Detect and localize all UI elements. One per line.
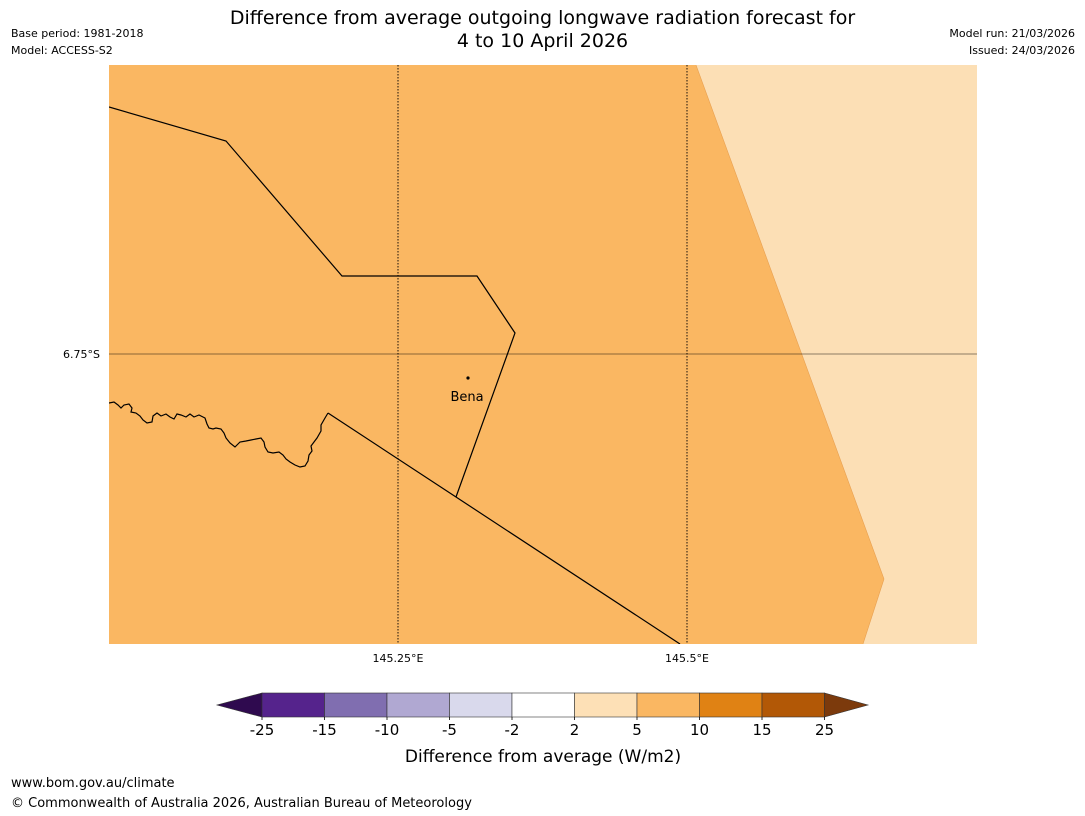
- colorbar-bin: [574, 692, 638, 718]
- map-panel: Bena: [109, 65, 977, 644]
- colorbar-tick-label: -2: [505, 721, 520, 739]
- coastline: [109, 401, 329, 468]
- model-name: Model: ACCESS-S2: [11, 44, 113, 57]
- anomaly-fill-2-to-5: [696, 65, 977, 644]
- colorbar-tick-label: 25: [815, 721, 834, 739]
- colorbar-tick-label: -5: [442, 721, 457, 739]
- footer-copyright: © Commonwealth of Australia 2026, Austra…: [11, 796, 472, 811]
- colorbar-tick-label: 15: [752, 721, 771, 739]
- colorbar-bin: [761, 692, 825, 718]
- colorbar-tick-label: 5: [632, 721, 642, 739]
- colorbar-bin: [449, 692, 513, 718]
- colorbar-tick-label: -15: [312, 721, 337, 739]
- contour-edge-lower: [862, 578, 885, 644]
- colorbar-tick-label: 2: [570, 721, 580, 739]
- colorbar-title: Difference from average (W/m2): [405, 747, 681, 767]
- issued-date: Issued: 24/03/2026: [968, 44, 1075, 57]
- contour-edge: [695, 65, 885, 580]
- colorbar-tick-label: 10: [690, 721, 709, 739]
- colorbar-bin: [324, 692, 388, 718]
- model-run: Model run: 21/03/2026: [949, 27, 1075, 40]
- colorbar-tick-label: -25: [250, 721, 275, 739]
- colorbar-bin: [699, 692, 763, 718]
- province-boundary-south: [327, 412, 681, 644]
- title-line-2: 4 to 10 April 2026: [456, 30, 629, 52]
- colorbar-bin: [261, 692, 325, 718]
- title-line-1: Difference from average outgoing longwav…: [229, 7, 856, 29]
- colorbar-over-arrow: [824, 692, 870, 718]
- lon-label: 145.5°E: [665, 652, 709, 665]
- base-period: Base period: 1981-2018: [11, 27, 144, 40]
- colorbar-tick-label: -10: [375, 721, 400, 739]
- lat-label: 6.75°S: [63, 348, 100, 361]
- colorbar: -25 -15 -10 -5 -2 2 5 10 15 25: [215, 692, 870, 739]
- colorbar-bin: [636, 692, 700, 718]
- meta-right: Model run: 21/03/2026 Issued: 24/03/2026: [949, 25, 1075, 59]
- page-title: Difference from average outgoing longwav…: [0, 7, 1085, 53]
- town-label: Bena: [450, 390, 483, 405]
- town-marker: [466, 376, 470, 380]
- lon-label: 145.25°E: [373, 652, 424, 665]
- footer-url: www.bom.gov.au/climate: [11, 776, 175, 791]
- province-boundary-north: [109, 106, 516, 498]
- meta-left: Base period: 1981-2018 Model: ACCESS-S2: [11, 25, 143, 59]
- colorbar-under-arrow: [215, 692, 263, 718]
- colorbar-bin: [511, 692, 575, 718]
- colorbar-bin: [386, 692, 450, 718]
